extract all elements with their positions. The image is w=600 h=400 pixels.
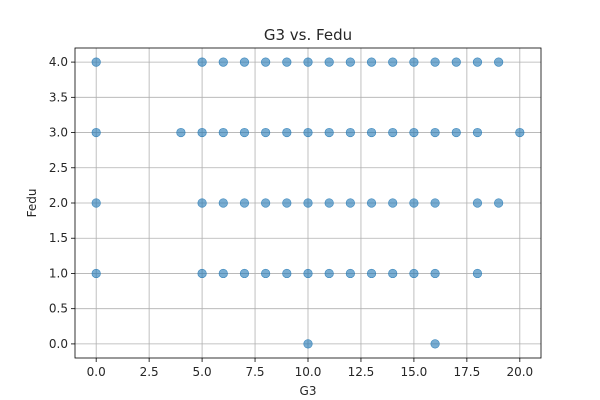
scatter-point	[197, 57, 207, 67]
scatter-point	[409, 127, 419, 138]
scatter-point	[324, 198, 334, 208]
scatter-point	[345, 57, 355, 67]
scatter-point	[303, 57, 313, 67]
scatter-point	[472, 57, 483, 67]
scatter-point	[515, 127, 525, 138]
x-tick-label: 0.0	[87, 365, 106, 379]
scatter-point	[261, 57, 271, 67]
scatter-point	[388, 57, 398, 67]
scatter-point	[345, 198, 355, 208]
scatter-point	[451, 57, 461, 67]
scatter-point	[451, 127, 461, 138]
y-tick-label: 2.5	[49, 161, 68, 175]
y-axis-ticks: 0.0 0.5 1.0 1.5 2.0 2.5 3.0 3.5 4.0	[49, 55, 75, 351]
scatter-point	[366, 57, 377, 67]
scatter-point	[366, 127, 377, 138]
scatter-point	[282, 198, 292, 208]
scatter-point	[282, 57, 292, 67]
scatter-point	[91, 127, 101, 138]
scatter-point	[324, 268, 334, 279]
scatter-point	[239, 198, 250, 208]
x-tick-label: 10.0	[295, 365, 322, 379]
scatter-point	[366, 268, 377, 279]
scatter-point	[472, 268, 483, 279]
scatter-point	[303, 268, 313, 279]
y-tick-label: 3.0	[49, 126, 68, 140]
x-tick-label: 7.5	[245, 365, 264, 379]
scatter-point	[430, 198, 440, 208]
scatter-point	[472, 127, 483, 138]
scatter-point	[239, 268, 250, 279]
scatter-point	[261, 268, 271, 279]
y-tick-label: 4.0	[49, 55, 68, 69]
x-tick-label: 2.5	[140, 365, 159, 379]
scatter-point	[197, 127, 207, 138]
y-tick-label: 1.0	[49, 266, 68, 280]
scatter-point	[176, 127, 186, 138]
scatter-point	[472, 198, 483, 208]
scatter-point	[282, 268, 292, 279]
scatter-point	[261, 127, 271, 138]
scatter-point	[261, 198, 271, 208]
scatter-point	[282, 127, 292, 138]
x-tick-label: 15.0	[401, 365, 428, 379]
y-tick-label: 1.5	[49, 231, 68, 245]
scatter-point	[303, 339, 313, 349]
scatter-point	[324, 127, 334, 138]
x-axis-label: G3	[300, 384, 317, 398]
scatter-point	[409, 268, 419, 279]
scatter-point	[218, 268, 228, 279]
scatter-point	[430, 57, 440, 67]
scatter-point	[388, 127, 398, 138]
scatter-point	[430, 339, 440, 349]
y-axis-label: Fedu	[25, 189, 39, 218]
scatter-point	[409, 57, 419, 67]
scatter-point	[218, 198, 228, 208]
scatter-point	[388, 198, 398, 208]
scatter-point	[324, 57, 334, 67]
scatter-point	[430, 127, 440, 138]
scatter-point	[494, 57, 504, 67]
data-points	[91, 57, 525, 349]
y-tick-label: 2.0	[49, 196, 68, 210]
scatter-point	[303, 127, 313, 138]
scatter-point	[345, 127, 355, 138]
scatter-point	[91, 57, 101, 67]
y-tick-label: 0.0	[49, 337, 68, 351]
scatter-point	[239, 57, 250, 67]
scatter-point	[366, 198, 377, 208]
chart-title: G3 vs. Fedu	[264, 26, 352, 44]
scatter-point	[91, 198, 101, 208]
scatter-point	[430, 268, 440, 279]
scatter-point	[218, 57, 228, 67]
x-tick-label: 17.5	[454, 365, 481, 379]
y-tick-label: 0.5	[49, 302, 68, 316]
x-tick-label: 5.0	[193, 365, 212, 379]
scatter-point	[218, 127, 228, 138]
scatter-point	[409, 198, 419, 208]
scatter-point	[239, 127, 250, 138]
scatter-point	[197, 268, 207, 279]
x-tick-label: 12.5	[348, 365, 375, 379]
x-axis-ticks: 0.0 2.5 5.0 7.5 10.0 12.5 15.0 17.5 20.0	[87, 358, 533, 379]
scatter-point	[388, 268, 398, 279]
scatter-point	[303, 198, 313, 208]
scatter-point	[91, 268, 101, 279]
scatter-point	[494, 198, 504, 208]
scatter-point	[345, 268, 355, 279]
x-tick-label: 20.0	[506, 365, 533, 379]
scatter-point	[197, 198, 207, 208]
y-tick-label: 3.5	[49, 90, 68, 104]
